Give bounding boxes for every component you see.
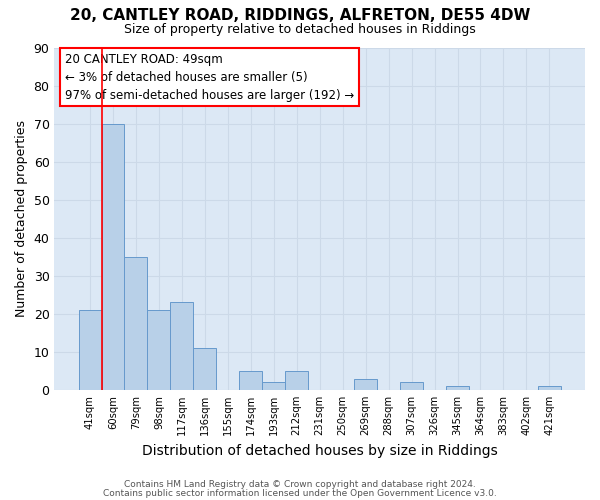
Bar (285, 371, 308, 390)
Bar (193, 348, 217, 390)
Text: Contains public sector information licensed under the Open Government Licence v3: Contains public sector information licen… (103, 488, 497, 498)
X-axis label: Distribution of detached houses by size in Riddings: Distribution of detached houses by size … (142, 444, 497, 458)
Bar (354, 378, 377, 390)
Bar (239, 371, 262, 390)
Bar (400, 382, 423, 390)
Y-axis label: Number of detached properties: Number of detached properties (15, 120, 28, 317)
Bar (446, 386, 469, 390)
Bar (79, 310, 101, 390)
Bar (124, 257, 148, 390)
Text: 20, CANTLEY ROAD, RIDDINGS, ALFRETON, DE55 4DW: 20, CANTLEY ROAD, RIDDINGS, ALFRETON, DE… (70, 8, 530, 22)
Bar (170, 302, 193, 390)
Text: 20 CANTLEY ROAD: 49sqm
← 3% of detached houses are smaller (5)
97% of semi-detac: 20 CANTLEY ROAD: 49sqm ← 3% of detached … (65, 52, 354, 102)
Bar (538, 386, 561, 390)
Bar (148, 310, 170, 390)
Text: Size of property relative to detached houses in Riddings: Size of property relative to detached ho… (124, 22, 476, 36)
Bar (262, 382, 285, 390)
Bar (101, 124, 124, 390)
Text: Contains HM Land Registry data © Crown copyright and database right 2024.: Contains HM Land Registry data © Crown c… (124, 480, 476, 489)
